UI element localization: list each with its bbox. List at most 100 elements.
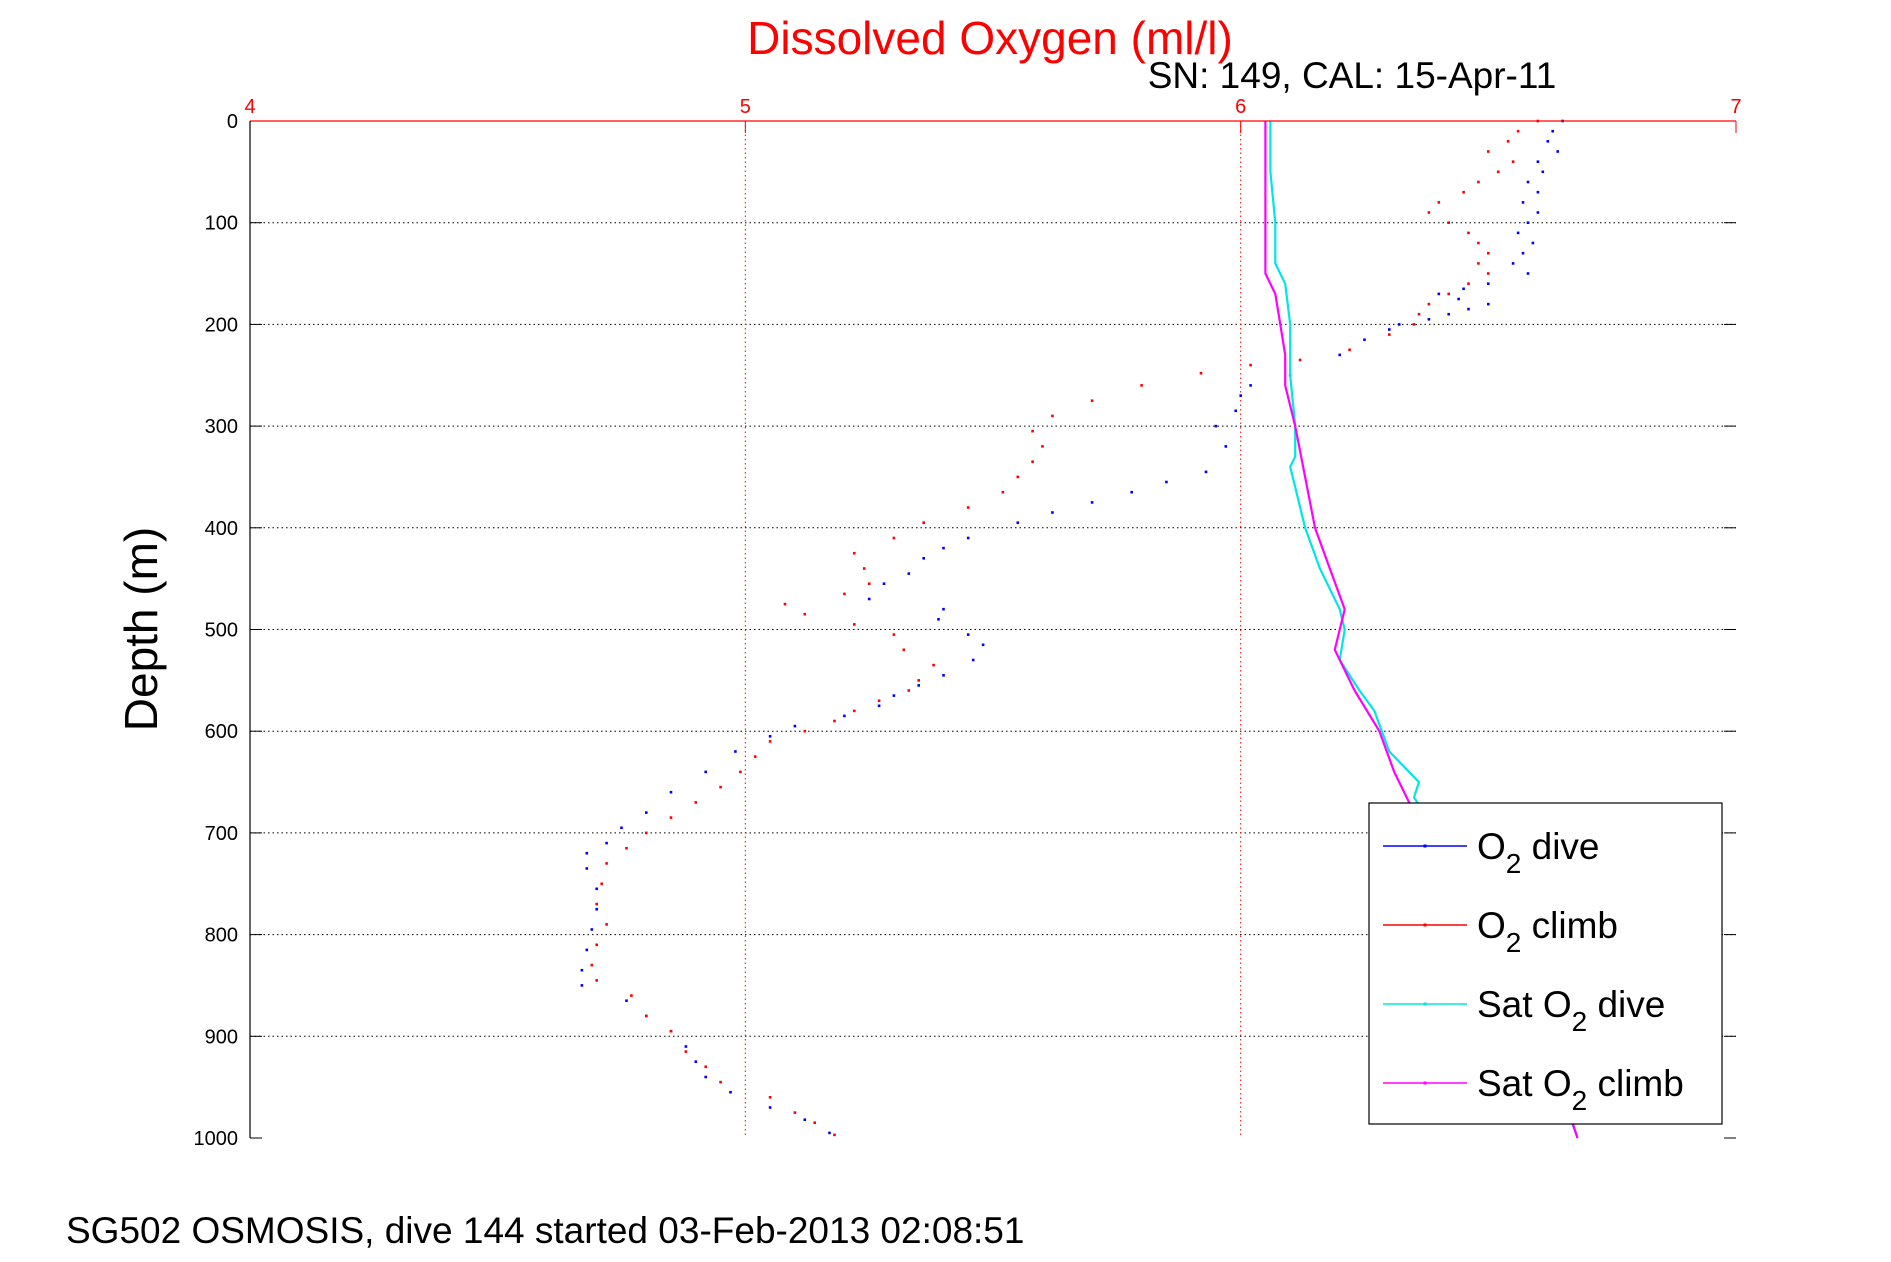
data-point xyxy=(694,1060,698,1063)
data-point xyxy=(1016,475,1020,479)
data-point xyxy=(1388,328,1391,331)
data-point xyxy=(580,984,584,987)
data-point xyxy=(1090,399,1094,402)
data-point xyxy=(843,592,846,596)
y-tick-label: 1000 xyxy=(194,1128,239,1150)
data-point xyxy=(1536,190,1540,194)
y-tick-label: 100 xyxy=(205,213,238,235)
data-point xyxy=(1031,429,1034,433)
data-point xyxy=(1041,445,1044,448)
legend-box xyxy=(1368,802,1723,1125)
data-point xyxy=(867,597,871,601)
data-point xyxy=(630,994,633,997)
data-point xyxy=(729,1090,732,1094)
data-point xyxy=(1457,297,1460,301)
data-point xyxy=(1526,180,1530,184)
data-point xyxy=(1516,129,1520,133)
data-point xyxy=(625,846,628,850)
legend-marker xyxy=(1423,1081,1427,1085)
data-point xyxy=(907,572,911,575)
data-point xyxy=(1506,140,1510,143)
data-point xyxy=(907,689,911,692)
data-point xyxy=(1363,338,1366,341)
data-point xyxy=(1165,480,1168,484)
data-point xyxy=(981,643,985,647)
y-tick-label: 0 xyxy=(227,111,238,133)
data-point xyxy=(1001,490,1005,494)
chart-subtitle: SN: 149, CAL: 15-Apr-11 xyxy=(1148,55,1557,96)
data-point xyxy=(1477,180,1480,184)
data-point xyxy=(704,770,707,774)
data-point xyxy=(783,602,787,606)
data-point xyxy=(1521,251,1525,255)
data-point xyxy=(793,1111,797,1114)
legend-item: O2 climb xyxy=(1383,905,1618,958)
x-tick-label: 5 xyxy=(740,96,751,118)
data-point xyxy=(853,551,856,555)
data-point xyxy=(922,557,925,560)
x-tick-labels: 4 5 6 7 xyxy=(244,96,1741,118)
data-point xyxy=(768,1106,772,1109)
data-point xyxy=(1348,348,1351,352)
chart-title: Dissolved Oxygen (ml/l) xyxy=(747,12,1233,64)
data-point xyxy=(828,1131,831,1135)
data-point xyxy=(719,785,722,789)
legend-marker xyxy=(1423,923,1427,927)
data-point xyxy=(1204,470,1208,474)
data-point xyxy=(1427,211,1431,214)
data-point xyxy=(942,674,945,677)
legend-marker xyxy=(1423,1002,1427,1006)
data-point xyxy=(882,582,886,585)
data-point xyxy=(1447,312,1450,316)
data-point xyxy=(971,658,975,662)
data-point xyxy=(694,801,698,804)
data-point xyxy=(1417,312,1421,316)
data-point xyxy=(1496,170,1500,174)
data-point xyxy=(1477,262,1480,265)
data-point xyxy=(595,887,598,891)
data-point xyxy=(585,867,589,870)
data-point xyxy=(966,506,970,509)
data-point xyxy=(1521,201,1525,204)
data-point xyxy=(1214,424,1218,428)
data-point xyxy=(867,582,871,585)
y-tick-labels: 0 100 200 300 400 500 600 700 800 900 1000 xyxy=(194,111,239,1150)
data-point xyxy=(1526,272,1530,275)
data-point xyxy=(768,1096,772,1099)
data-point xyxy=(917,679,920,682)
data-point xyxy=(1536,211,1540,214)
data-point xyxy=(1412,323,1416,326)
data-point xyxy=(739,770,742,774)
data-point xyxy=(684,1045,688,1048)
y-tick-label: 900 xyxy=(205,1026,238,1048)
data-point xyxy=(684,1050,688,1053)
data-point xyxy=(877,699,881,702)
data-point xyxy=(625,999,628,1002)
data-point xyxy=(1487,272,1490,275)
y-tick-label: 700 xyxy=(205,823,238,845)
legend-marker xyxy=(1423,844,1427,848)
data-point xyxy=(1016,521,1020,524)
data-point xyxy=(600,882,603,886)
data-point xyxy=(1516,231,1520,235)
y-tick-label: 500 xyxy=(205,620,238,642)
data-point xyxy=(1338,353,1341,357)
data-point xyxy=(1239,394,1242,397)
data-point xyxy=(1487,302,1490,306)
y-tick-label: 400 xyxy=(205,518,238,540)
data-point xyxy=(902,648,906,652)
legend-item: Sat O2 dive xyxy=(1383,984,1665,1037)
data-point xyxy=(1427,302,1431,306)
data-point xyxy=(753,755,757,758)
data-point xyxy=(1447,292,1450,296)
data-point xyxy=(892,536,896,540)
legend-label: O2 dive xyxy=(1477,826,1600,879)
data-point xyxy=(605,923,608,926)
axes xyxy=(249,120,1737,1139)
x-gridlines xyxy=(744,121,1242,1138)
series-1 xyxy=(590,119,1540,1137)
data-point xyxy=(1249,363,1252,367)
data-point xyxy=(1526,221,1530,224)
data-point xyxy=(734,750,737,753)
